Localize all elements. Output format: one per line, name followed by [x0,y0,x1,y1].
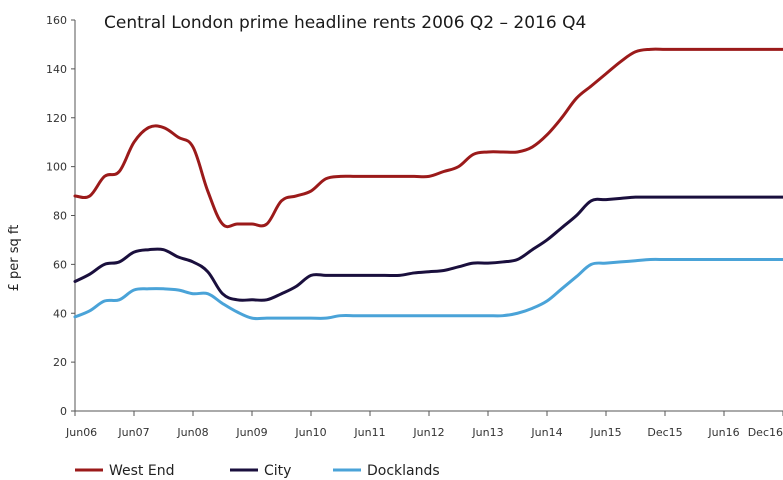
x-tick-label: Jun15 [589,426,621,439]
x-tick-label: Jun07 [117,426,149,439]
legend-label-city: City [264,463,291,479]
legend-label-docklands: Docklands [367,463,440,479]
x-tick-label: Jun14 [530,426,562,439]
x-tick-label: Dec15 [647,426,682,439]
x-tick-label: Jun08 [176,426,208,439]
y-tick-label: 160 [46,14,67,27]
y-tick-label: 140 [46,63,67,76]
x-tick-label: Jun11 [353,426,385,439]
x-tick-label: Jun13 [471,426,503,439]
y-tick-label: 0 [60,405,67,418]
series-lines [73,47,783,321]
y-axis-label: £ per sq ft [7,225,22,292]
x-tick-label: Jun06 [65,426,97,439]
series-line-city [73,195,783,302]
x-tick-label: Jun12 [412,426,444,439]
series-line-west-end [73,47,783,229]
y-tick-label: 60 [53,258,67,271]
x-tick-label: Jun10 [294,426,326,439]
y-tick-label: 20 [53,356,67,369]
y-tick-label: 100 [46,161,67,174]
legend-label-west-end: West End [109,463,174,479]
x-tick-label: Dec16 [748,426,783,439]
y-tick-label: 120 [46,112,67,125]
chart-title: Central London prime headline rents 2006… [104,13,586,33]
y-tick-label: 80 [53,210,67,223]
x-tick-label: Jun09 [235,426,267,439]
legend: West End City Docklands [75,463,440,479]
axes: 0 20 40 60 80 100 120 140 160 Jun06 Jun07 Jun08 Jun0… [46,14,783,439]
y-tick-label: 40 [53,307,67,320]
x-tick-label: Jun16 [707,426,739,439]
series-line-docklands [73,257,783,321]
